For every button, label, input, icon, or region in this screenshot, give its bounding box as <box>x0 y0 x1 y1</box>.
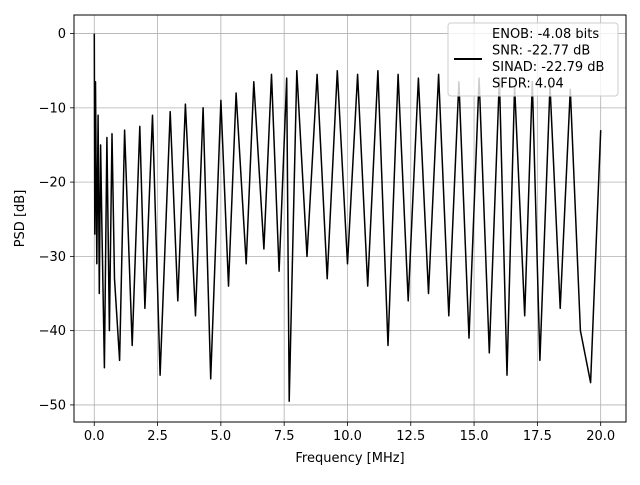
legend-entry: SNR: -22.77 dB <box>492 44 590 59</box>
x-tick-label: 0.0 <box>84 429 105 444</box>
y-tick-label: 0 <box>58 27 66 42</box>
y-tick-label: −10 <box>39 101 66 116</box>
y-tick-label: −30 <box>39 250 66 265</box>
y-axis-label: PSD [dB] <box>13 190 28 248</box>
grid-layer <box>74 15 626 422</box>
legend-entry: ENOB: -4.08 bits <box>492 27 599 42</box>
x-axis-label: Frequency [MHz] <box>295 451 404 466</box>
x-tick-label: 5.0 <box>211 429 232 444</box>
series-layer <box>93 33 602 402</box>
x-tick-label: 10.0 <box>333 429 362 444</box>
legend-box <box>447 22 619 97</box>
x-tick-label: 2.5 <box>147 429 168 444</box>
x-tick-label: 17.5 <box>523 429 552 444</box>
legend-entry: SFDR: 4.04 <box>492 77 564 92</box>
legend-entry: SINAD: -22.79 dB <box>492 60 604 75</box>
x-tick-label: 20.0 <box>586 429 615 444</box>
y-tick-label: −50 <box>39 398 66 413</box>
axes-frame <box>73 14 627 423</box>
x-tick-label: 15.0 <box>460 429 489 444</box>
y-tick-label: −40 <box>39 324 66 339</box>
tick-layer: 0.0 2.5 5.0 7.5 10.0 12.5 15.0 17.5 20.0 0 −10 −20 −… <box>39 27 616 444</box>
x-tick-label: 7.5 <box>274 429 295 444</box>
y-tick-label: −20 <box>39 176 66 191</box>
psd-series-line <box>93 33 602 402</box>
x-tick-label: 12.5 <box>396 429 425 444</box>
